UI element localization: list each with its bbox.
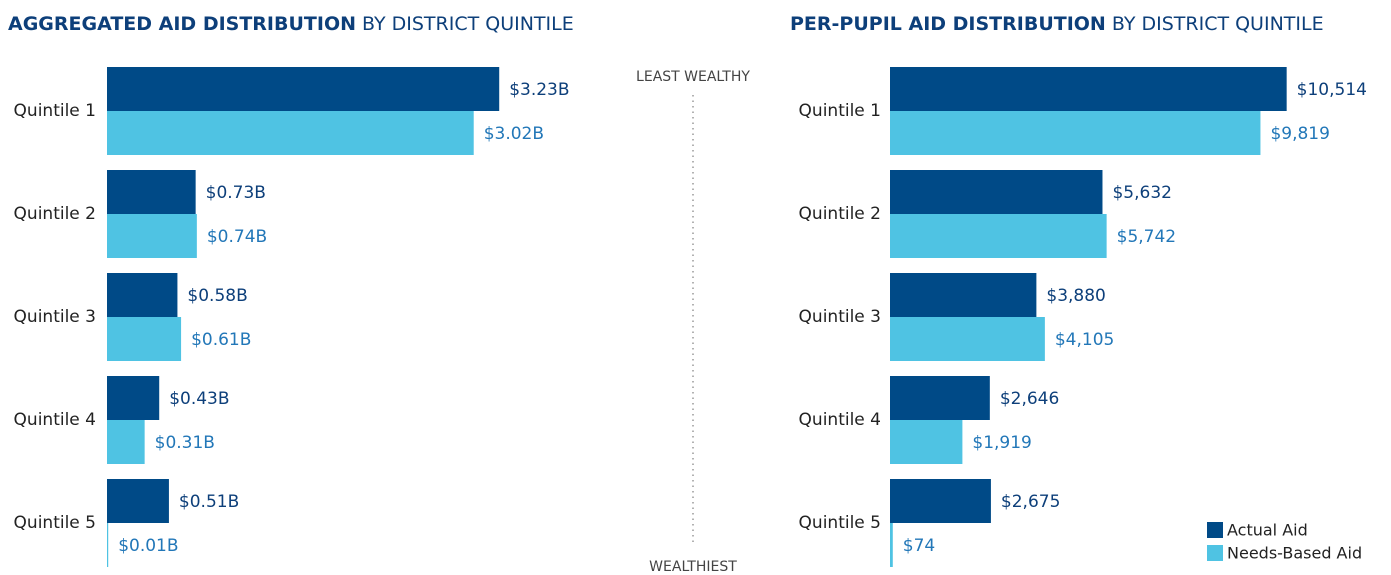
data-label: $0.01B: [118, 536, 178, 556]
data-label: $5,632: [1112, 183, 1171, 203]
data-label: $0.61B: [191, 330, 251, 350]
y-tick-label: Quintile 4: [14, 410, 96, 430]
y-tick-label: Quintile 2: [799, 204, 881, 224]
data-label: $74: [903, 536, 935, 556]
chart-title: AGGREGATED AID DISTRIBUTION BY DISTRICT Q…: [8, 13, 574, 35]
bar: [107, 273, 178, 317]
bar: [107, 479, 169, 523]
data-label: $10,514: [1297, 80, 1367, 100]
data-label: $3.23B: [509, 80, 569, 100]
data-label: $2,646: [1000, 389, 1059, 409]
bar: [107, 170, 196, 214]
data-label: $4,105: [1055, 330, 1114, 350]
data-label: $2,675: [1001, 492, 1060, 512]
bar: [107, 420, 145, 464]
chart-subtitle: BY DISTRICT QUINTILE: [362, 13, 574, 35]
data-label: $0.73B: [206, 183, 266, 203]
y-tick-label: Quintile 4: [799, 410, 881, 430]
y-tick-label: Quintile 1: [14, 101, 96, 121]
chart-subtitle: BY DISTRICT QUINTILE: [1112, 13, 1324, 35]
data-label: $0.58B: [187, 286, 247, 306]
y-tick-label: Quintile 2: [14, 204, 96, 224]
bar: [890, 170, 1103, 214]
annotation: WEALTHIEST: [649, 559, 737, 575]
bar: [107, 67, 500, 111]
bar: [890, 214, 1107, 258]
legend-label: Actual Aid: [1227, 521, 1308, 540]
chart-title: AGGREGATED AID DISTRIBUTION: [8, 13, 356, 35]
data-label: $3.02B: [484, 124, 544, 144]
data-label: $9,819: [1270, 124, 1329, 144]
legend-swatch: [1207, 545, 1223, 561]
chart-title: PER-PUPIL AID DISTRIBUTION BY DISTRICT QU…: [790, 13, 1324, 35]
bar: [107, 317, 182, 361]
bar: [107, 214, 197, 258]
bar: [107, 376, 160, 420]
bar: [890, 317, 1045, 361]
data-label: $0.43B: [169, 389, 229, 409]
data-label: $5,742: [1117, 227, 1176, 247]
data-label: $0.51B: [179, 492, 239, 512]
bar: [890, 479, 991, 523]
bar: [107, 523, 109, 567]
data-label: $1,919: [972, 433, 1031, 453]
legend-swatch: [1207, 522, 1223, 538]
bar: [107, 111, 474, 155]
bar: [890, 376, 990, 420]
y-tick-label: Quintile 5: [14, 513, 96, 533]
bar: [890, 523, 893, 567]
bar: [890, 420, 963, 464]
chart-title: PER-PUPIL AID DISTRIBUTION: [790, 13, 1106, 35]
bar: [890, 111, 1261, 155]
y-tick-label: Quintile 3: [14, 307, 96, 327]
data-label: $0.74B: [207, 227, 267, 247]
bar: [890, 67, 1287, 111]
annotation: LEAST WEALTHY: [636, 69, 750, 85]
y-tick-label: Quintile 1: [799, 101, 881, 121]
y-tick-label: Quintile 5: [799, 513, 881, 533]
data-label: $3,880: [1046, 286, 1105, 306]
legend-label: Needs-Based Aid: [1227, 544, 1362, 563]
bar: [890, 273, 1037, 317]
data-label: $0.31B: [155, 433, 215, 453]
y-tick-label: Quintile 3: [799, 307, 881, 327]
